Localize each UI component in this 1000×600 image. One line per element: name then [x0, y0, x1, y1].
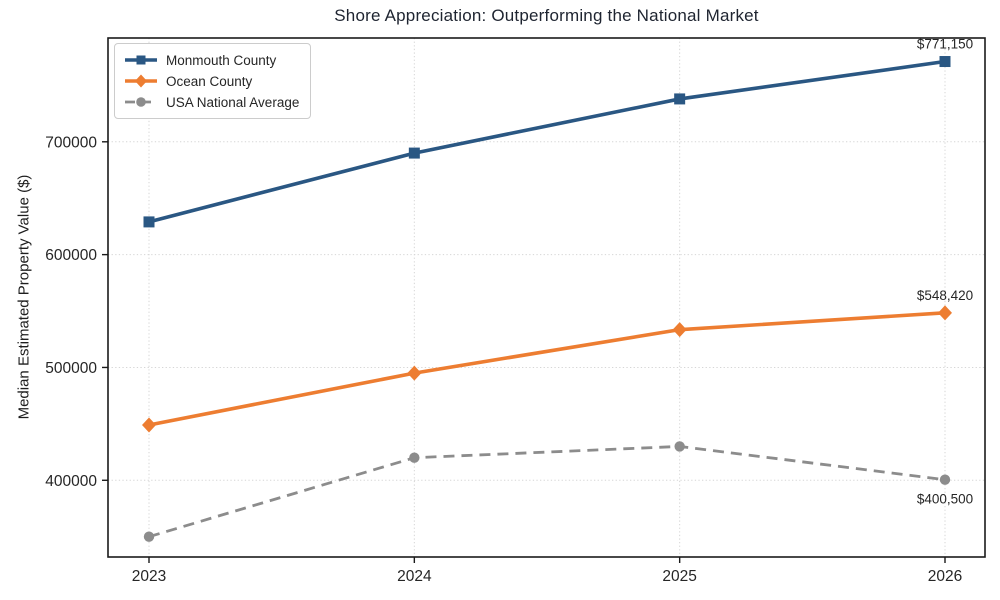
annotation-usa-national-average: $400,500: [917, 492, 973, 507]
marker-usa-national-average-2024: [409, 452, 420, 463]
annotation-ocean-county: $548,420: [917, 288, 973, 303]
marker-ocean-county-2023: [142, 417, 156, 433]
x-tick-label-2025: 2025: [662, 568, 696, 585]
legend-label-usa-national-average: USA National Average: [166, 94, 300, 110]
legend-item-ocean-county: Ocean County: [124, 72, 299, 90]
marker-monmouth-county-2025: [674, 93, 686, 105]
y-tick-label-500000: 500000: [45, 360, 97, 377]
legend-label-monmouth-county: Monmouth County: [166, 52, 277, 68]
marker-ocean-county-2026: [938, 305, 952, 321]
legend-item-monmouth-county: Monmouth County: [124, 51, 299, 69]
series-line-monmouth-county: [148, 59, 946, 224]
y-tick-label-400000: 400000: [45, 473, 97, 490]
marker-monmouth-county-2024: [408, 147, 420, 159]
marker-monmouth-county-2026: [939, 56, 951, 68]
y-tick-label-600000: 600000: [45, 247, 97, 264]
series-line-usa-national-average: [148, 445, 946, 539]
x-tick-label-2024: 2024: [397, 568, 432, 585]
annotation-monmouth-county: $771,150: [917, 37, 973, 52]
legend-label-ocean-county: Ocean County: [166, 73, 253, 89]
legend-sample-diamond-icon: [125, 74, 157, 88]
y-tick-label-700000: 700000: [45, 134, 97, 151]
chart-title: Shore Appreciation: Outperforming the Na…: [334, 6, 759, 25]
legend-sample-square-icon: [125, 55, 157, 65]
marker-ocean-county-2024: [407, 365, 422, 381]
marker-monmouth-county-2023: [143, 216, 155, 228]
legend: Monmouth County Ocean County USA National …: [114, 43, 312, 119]
legend-sample-circle-icon: [125, 97, 157, 107]
legend-item-usa-national-average: USA National Average: [124, 93, 299, 111]
marker-usa-national-average-2025: [674, 441, 685, 452]
series-line-ocean-county: [148, 311, 946, 427]
x-tick-label-2026: 2026: [928, 568, 962, 585]
marker-usa-national-average-2026: [939, 474, 951, 485]
marker-ocean-county-2025: [672, 322, 687, 338]
marker-usa-national-average-2023: [143, 531, 155, 542]
axes-frame: [107, 37, 986, 558]
x-tick-label-2023: 2023: [132, 568, 166, 585]
